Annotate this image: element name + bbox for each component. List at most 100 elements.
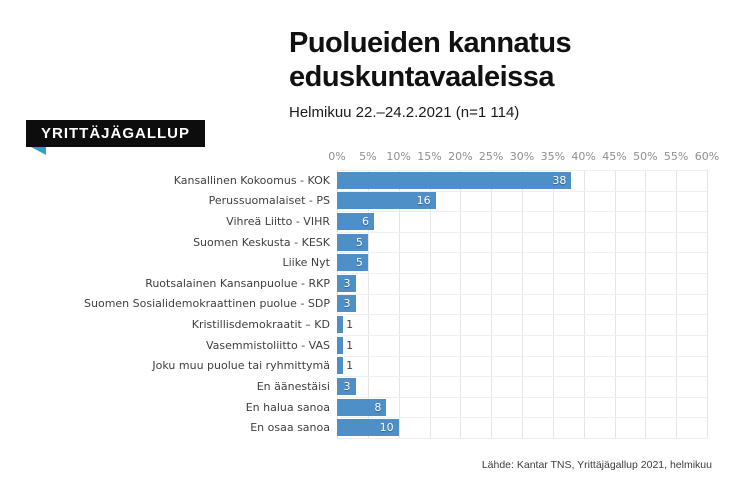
category-label: En halua sanoa	[245, 400, 330, 414]
x-axis-tick-label: 45%	[602, 150, 627, 163]
value-label: 38	[552, 173, 567, 187]
bar: 3	[337, 295, 356, 313]
horizontal-gridline	[337, 170, 707, 171]
category-label: Joku muu puolue tai ryhmittymä	[152, 359, 330, 373]
horizontal-gridline	[337, 231, 707, 233]
chart-subtitle: Helmikuu 22.–24.2.2021 (n=1 114)	[289, 104, 520, 121]
chart-row: Joku muu puolue tai ryhmittymä 1	[0, 355, 750, 376]
x-axis-tick-label: 0%	[328, 150, 346, 163]
vertical-gridline	[552, 170, 554, 438]
value-label: 5	[355, 235, 363, 249]
category-label: Kansallinen Kokoomus - KOK	[173, 173, 330, 187]
gridlines	[337, 170, 708, 439]
bar-track: 5	[337, 252, 707, 273]
bar-track: 16	[337, 191, 707, 212]
bar-track: 1	[337, 355, 707, 376]
value-label: 8	[374, 400, 382, 414]
vertical-gridline	[676, 170, 678, 438]
category-label: En osaa sanoa	[250, 421, 330, 435]
chart-header: Puolueiden kannatus eduskuntavaaleissa H…	[289, 26, 572, 121]
bar-track: 6	[337, 211, 707, 232]
category-label: Kristillisdemokraatit – KD	[191, 318, 330, 332]
value-label: 3	[343, 276, 351, 290]
value-label: 3	[343, 297, 351, 311]
horizontal-gridline	[337, 314, 707, 316]
vertical-gridline	[398, 170, 400, 438]
horizontal-gridline	[337, 293, 707, 295]
horizontal-gridline	[337, 273, 707, 275]
x-axis-tick-label: 5%	[359, 150, 377, 163]
x-axis-tick-label: 40%	[571, 150, 596, 163]
category-label: Vihreä Liitto - VIHR	[226, 215, 330, 229]
value-label: 5	[355, 256, 363, 270]
x-axis-tick-label: 55%	[663, 150, 689, 163]
chart-row: Suomen Sosialidemokraattinen puolue - SD…	[0, 294, 750, 315]
horizontal-gridline	[337, 438, 707, 439]
yrittajagallup-logo: YRITTÄJÄGALLUP	[26, 120, 205, 147]
x-axis-tick-label: 10%	[386, 150, 411, 163]
plot-area: Kansallinen Kokoomus - KOK 38 Perussuomala…	[0, 170, 750, 439]
vertical-gridline	[460, 170, 462, 438]
category-label: Liike Nyt	[282, 256, 330, 270]
value-label: 6	[362, 215, 369, 229]
chart-row: Kansallinen Kokoomus - KOK 38	[0, 170, 750, 191]
horizontal-gridline	[337, 376, 707, 378]
category-label: Vasemmistoliitto - VAS	[206, 338, 330, 352]
bar-track: 8	[337, 397, 707, 418]
category-label: Ruotsalainen Kansanpuolue - RKP	[145, 276, 330, 290]
category-label: En äänestäisi	[256, 379, 330, 393]
value-label: 1	[346, 338, 354, 352]
bar: 3	[337, 274, 356, 292]
bar: 5	[337, 233, 368, 251]
value-label: 10	[379, 421, 394, 435]
horizontal-gridline	[337, 417, 707, 419]
x-axis-tick-label: 60%	[694, 150, 720, 163]
bar: 38	[337, 171, 572, 189]
bar-chart: 0% 5% 10% 15% 20% 25% 30% 35% 40% 45% 50% 55% 60% Ka…	[0, 148, 750, 439]
vertical-gridline	[583, 170, 585, 438]
value-label: 1	[346, 359, 354, 373]
bar: 5	[337, 254, 368, 272]
x-axis-tick-label: 50%	[633, 150, 658, 163]
horizontal-gridline	[337, 355, 707, 357]
bar: 8	[337, 398, 387, 416]
category-label: Perussuomalaiset - PS	[208, 194, 330, 208]
chart-row: Vasemmistoliitto - VAS 1	[0, 335, 750, 356]
chart-row: En osaa sanoa 10	[0, 417, 750, 438]
bar: 16	[337, 192, 436, 210]
chart-row: Kristillisdemokraatit – KD 1	[0, 314, 750, 335]
vertical-gridline	[614, 170, 616, 438]
x-axis: 0% 5% 10% 15% 20% 25% 30% 35% 40% 45% 50% 55% 60%	[0, 148, 750, 170]
horizontal-gridline	[337, 190, 707, 192]
category-label: Suomen Sosialidemokraattinen puolue - SD…	[84, 297, 330, 311]
x-axis-tick-label: 15%	[417, 150, 442, 163]
bar: 10	[337, 419, 399, 437]
page-title: Puolueiden kannatus eduskuntavaaleissa	[289, 26, 572, 94]
bar-track: 38	[337, 170, 707, 191]
bar-track: 1	[337, 314, 707, 335]
horizontal-gridline	[337, 211, 707, 213]
category-label: Suomen Keskusta - KESK	[193, 235, 330, 249]
chart-row: Ruotsalainen Kansanpuolue - RKP 3	[0, 273, 750, 294]
chart-row: Vihreä Liitto - VIHR 6	[0, 211, 750, 232]
bar: 6	[337, 213, 374, 231]
vertical-gridline	[645, 170, 647, 438]
bar-track: 5	[337, 232, 707, 253]
title-line-2: eduskuntavaaleissa	[289, 61, 555, 93]
horizontal-gridline	[337, 252, 707, 254]
bar-track: 3	[337, 376, 707, 397]
bar	[337, 336, 344, 354]
bar-track: 3	[337, 294, 707, 315]
x-axis-tick-label: 20%	[448, 150, 473, 163]
bar: 3	[337, 377, 356, 395]
chart-row: Perussuomalaiset - PS 16	[0, 191, 750, 212]
vertical-gridline	[522, 170, 523, 438]
chart-row: Liike Nyt 5	[0, 252, 750, 273]
horizontal-gridline	[337, 334, 707, 336]
bar	[337, 357, 344, 375]
value-label: 1	[346, 318, 354, 332]
value-label: 16	[416, 194, 431, 208]
bar-track: 10	[337, 417, 707, 438]
vertical-gridline	[491, 170, 493, 438]
